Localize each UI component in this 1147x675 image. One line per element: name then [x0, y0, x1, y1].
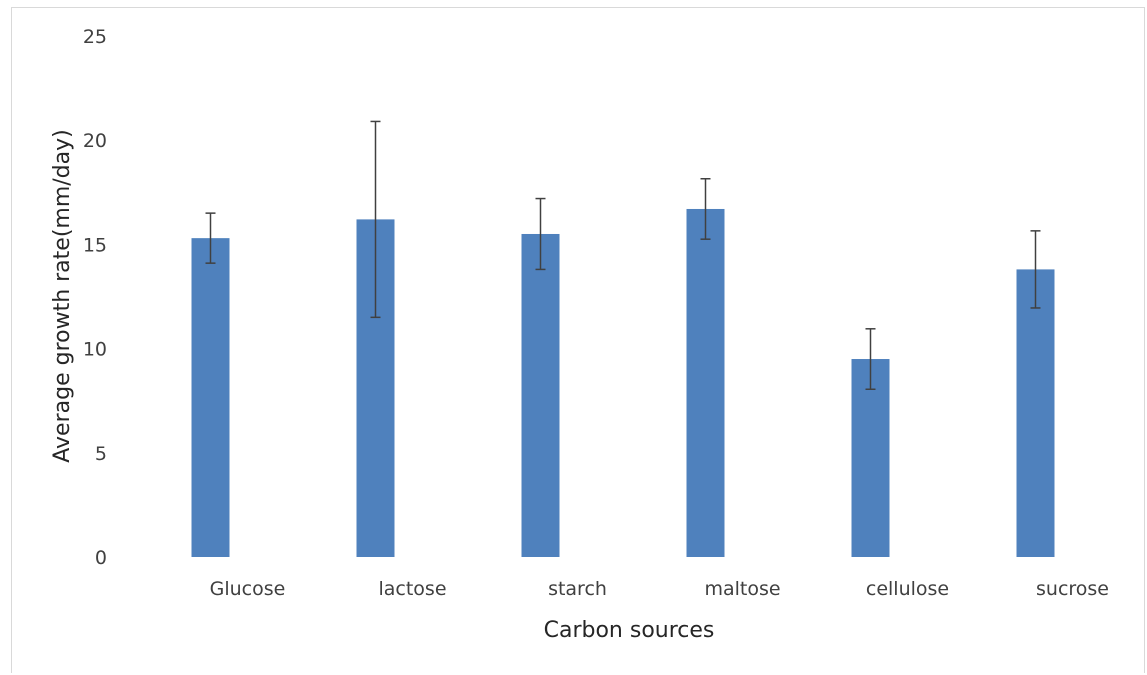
error-bars-group [205, 120, 1041, 390]
error-bar-glucose [205, 212, 216, 264]
error-bar-cellulose [865, 328, 876, 390]
y-tick-label: 15 [83, 234, 107, 256]
x-tick-label: lactose [378, 578, 446, 600]
x-tick-label: maltose [704, 578, 780, 600]
x-axis-ticks: Glucose lactose starch maltose cellulose sucr… [210, 578, 1109, 600]
y-axis-title: Average growth rate(mm/day) [50, 129, 75, 462]
error-bar-maltose [700, 178, 711, 240]
x-tick-label: sucrose [1036, 578, 1109, 600]
y-tick-label: 10 [83, 339, 107, 361]
error-bar-starch [535, 197, 546, 271]
x-tick-label: Glucose [210, 578, 286, 600]
bar-sucrose [1016, 269, 1055, 557]
bar-maltose [686, 208, 725, 558]
chart-frame [11, 7, 1145, 673]
error-bar-sucrose [1030, 230, 1041, 309]
bars-group [191, 208, 1055, 558]
error-bar-lactose [370, 120, 381, 319]
bar-glucose [191, 238, 230, 557]
y-tick-label: 0 [95, 547, 107, 569]
y-tick-label: 25 [83, 26, 107, 48]
y-tick-label: 5 [95, 443, 107, 465]
y-axis-ticks: 0 5 10 15 20 25 [83, 26, 107, 569]
x-axis-title: Carbon sources [544, 618, 715, 643]
bar-starch [521, 233, 560, 558]
bar-cellulose [851, 359, 890, 557]
x-tick-label: cellulose [866, 578, 949, 600]
y-tick-label: 20 [83, 130, 107, 152]
x-tick-label: starch [548, 578, 607, 600]
